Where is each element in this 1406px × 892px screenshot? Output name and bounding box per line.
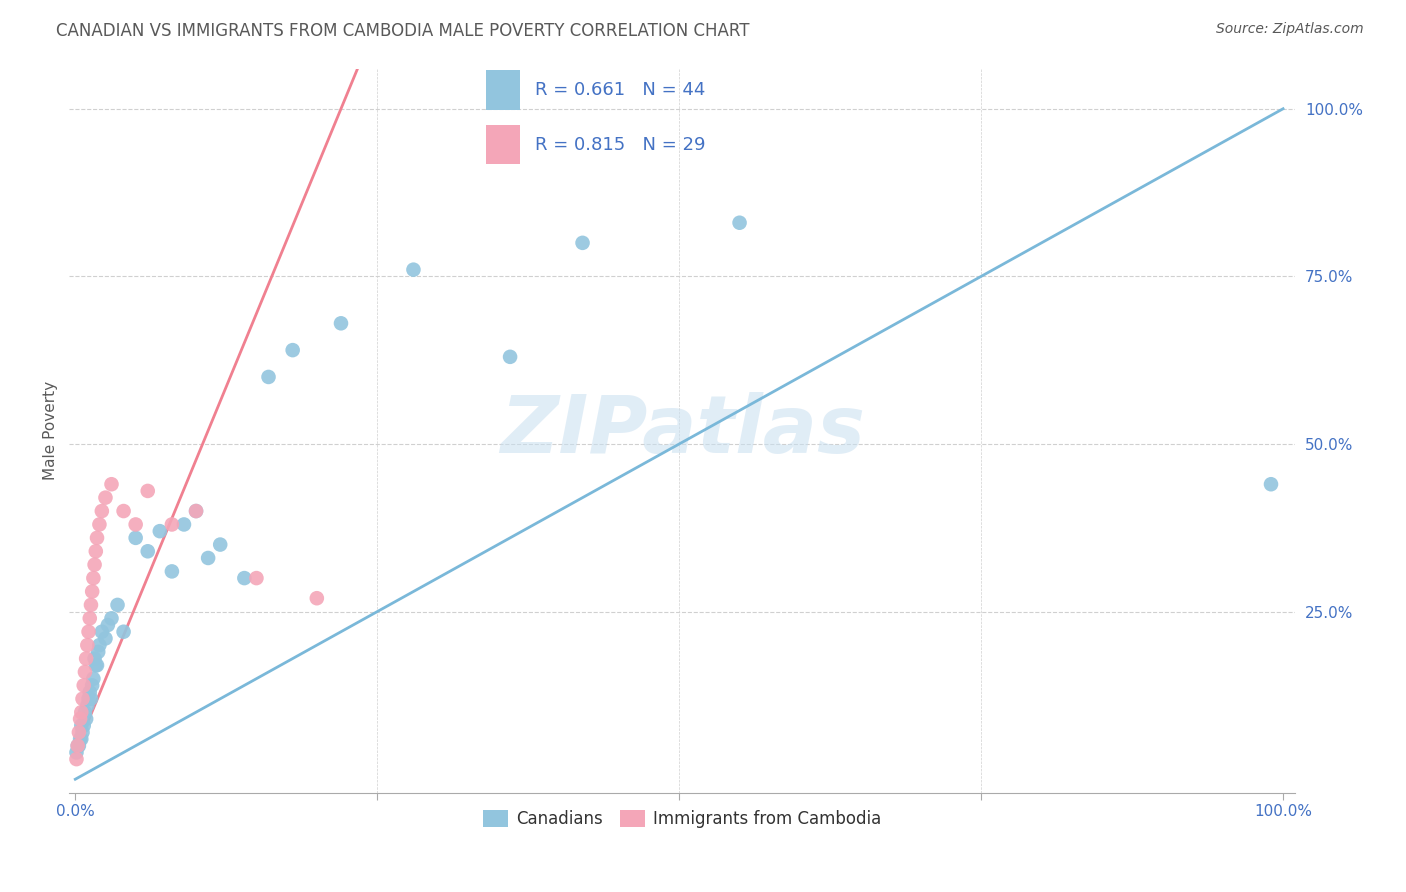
Point <box>136 483 159 498</box>
Point <box>87 645 110 659</box>
Point <box>94 632 117 646</box>
Point <box>402 262 425 277</box>
Point <box>70 705 93 719</box>
Point <box>233 571 256 585</box>
Point <box>90 504 112 518</box>
Point <box>100 477 122 491</box>
Point <box>149 524 172 538</box>
FancyBboxPatch shape <box>486 70 520 110</box>
Point <box>72 691 94 706</box>
Point <box>66 739 89 753</box>
Point <box>89 517 111 532</box>
Point <box>76 638 98 652</box>
Point <box>499 350 522 364</box>
Point <box>160 565 183 579</box>
Point <box>69 712 91 726</box>
Point <box>245 571 267 585</box>
Point <box>79 685 101 699</box>
Point <box>67 739 90 753</box>
Point <box>73 665 96 679</box>
Point <box>197 551 219 566</box>
Point <box>69 731 91 746</box>
Point <box>73 705 96 719</box>
Point <box>112 624 135 639</box>
Point <box>90 624 112 639</box>
Point <box>66 739 89 753</box>
Point <box>80 691 103 706</box>
Point <box>67 725 90 739</box>
Point <box>173 517 195 532</box>
Point <box>82 672 104 686</box>
Text: R = 0.815   N = 29: R = 0.815 N = 29 <box>536 136 706 153</box>
Point <box>83 558 105 572</box>
Point <box>112 504 135 518</box>
Point <box>1260 477 1282 491</box>
Point <box>97 618 120 632</box>
Point <box>94 491 117 505</box>
Point <box>70 731 93 746</box>
Point <box>86 658 108 673</box>
Text: Source: ZipAtlas.com: Source: ZipAtlas.com <box>1216 22 1364 37</box>
Text: ZIPatlas: ZIPatlas <box>499 392 865 469</box>
Point <box>82 571 104 585</box>
Point <box>160 517 183 532</box>
Point <box>77 624 100 639</box>
Point <box>70 718 93 732</box>
Point <box>84 658 107 673</box>
Point <box>728 216 751 230</box>
Point <box>73 678 96 692</box>
Point <box>86 531 108 545</box>
Point <box>82 584 104 599</box>
Point <box>209 538 232 552</box>
Point <box>65 746 87 760</box>
Point <box>75 651 97 665</box>
Point <box>281 343 304 358</box>
Point <box>107 598 129 612</box>
Point <box>73 718 96 732</box>
Point <box>75 712 97 726</box>
Legend: Canadians, Immigrants from Cambodia: Canadians, Immigrants from Cambodia <box>477 804 889 835</box>
Text: CANADIAN VS IMMIGRANTS FROM CAMBODIA MALE POVERTY CORRELATION CHART: CANADIAN VS IMMIGRANTS FROM CAMBODIA MAL… <box>56 22 749 40</box>
Point <box>124 517 146 532</box>
Point <box>89 638 111 652</box>
Point <box>100 611 122 625</box>
Point <box>76 698 98 713</box>
Point <box>571 235 593 250</box>
Point <box>124 531 146 545</box>
Point <box>257 370 280 384</box>
FancyBboxPatch shape <box>486 125 520 164</box>
Point <box>72 725 94 739</box>
Point <box>80 598 103 612</box>
Point <box>305 591 328 606</box>
Point <box>330 316 353 330</box>
Point <box>136 544 159 558</box>
Point <box>84 544 107 558</box>
Point <box>83 651 105 665</box>
Text: R = 0.661   N = 44: R = 0.661 N = 44 <box>536 81 706 99</box>
Point <box>65 752 87 766</box>
Point <box>184 504 207 518</box>
Point <box>77 691 100 706</box>
Point <box>79 611 101 625</box>
Point <box>82 678 104 692</box>
Point <box>184 504 207 518</box>
Y-axis label: Male Poverty: Male Poverty <box>44 381 58 480</box>
